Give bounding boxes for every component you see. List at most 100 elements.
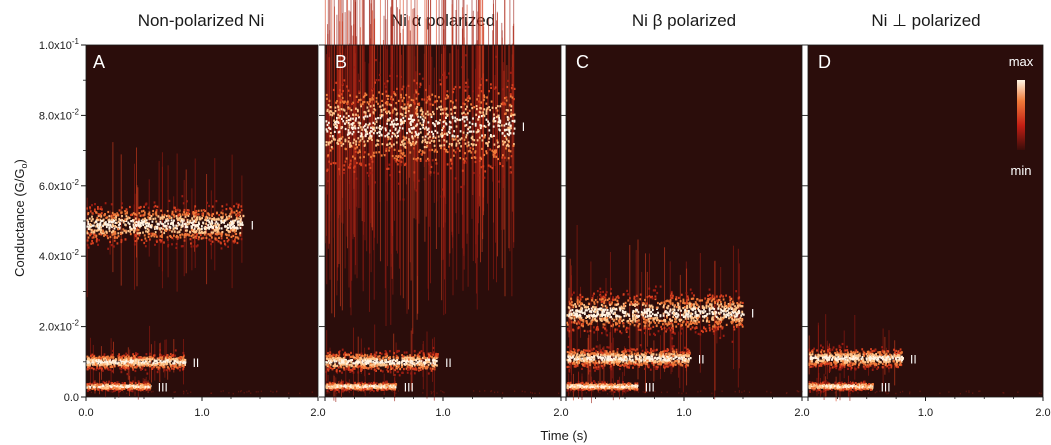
noise-speck (270, 390, 272, 392)
heat-cell (125, 359, 128, 362)
heat-cell (134, 355, 137, 358)
heat-cell (340, 141, 343, 144)
heat-cell (100, 206, 103, 209)
heat-cell (114, 232, 117, 235)
heat-cell (178, 362, 181, 365)
heat-cell (487, 124, 490, 127)
noise-speck (442, 391, 444, 393)
heat-cell (134, 384, 137, 387)
heat-cell (109, 356, 112, 359)
heat-cell (332, 137, 335, 140)
heat-cell (327, 154, 330, 157)
heat-cell (359, 386, 361, 389)
heat-cell (351, 133, 354, 136)
heat-cell (419, 122, 422, 125)
heat-cell (476, 108, 478, 111)
heat-cell (340, 384, 343, 387)
heat-cell (114, 385, 117, 388)
heat-cell (397, 356, 399, 360)
heat-cell (403, 351, 406, 354)
heat-cell (214, 229, 217, 232)
heat-cell (510, 87, 513, 90)
heat-cell (418, 358, 421, 361)
heat-cell (334, 354, 337, 357)
heat-cell (648, 320, 650, 323)
heat-cell (151, 358, 154, 361)
heat-cell (359, 103, 362, 106)
heat-cell (357, 362, 359, 365)
heat-cell (327, 352, 329, 355)
heat-cell (235, 218, 238, 221)
heat-cell (108, 220, 111, 223)
heat-cell (423, 119, 425, 122)
heat-cell (179, 369, 181, 372)
heat-cell (96, 223, 99, 226)
heat-cell (336, 388, 339, 391)
heat-cell (480, 166, 483, 169)
heat-cell (99, 231, 102, 234)
heat-cell (389, 386, 391, 389)
heat-cell (140, 221, 143, 224)
heat-cell (380, 133, 383, 136)
heat-cell (118, 218, 121, 221)
heat-cell (364, 133, 367, 136)
heat-cell (373, 368, 376, 371)
heat-cell (154, 227, 156, 230)
heat-cell (196, 233, 198, 236)
heat-cell (358, 388, 361, 391)
heat-cell (505, 144, 508, 147)
conductance-band-III: III (86, 372, 168, 400)
heat-cell (179, 236, 182, 239)
heat-cell (413, 171, 416, 174)
heat-cell (430, 115, 433, 118)
heat-cell (411, 364, 414, 368)
heat-cell (377, 367, 380, 370)
heat-cell (228, 234, 230, 237)
heat-cell (415, 189, 418, 192)
heat-cell (467, 99, 470, 103)
heat-cell (368, 122, 371, 125)
heat-cell (206, 216, 209, 219)
heat-cell (421, 356, 424, 360)
heat-cell (226, 233, 228, 236)
heat-cell (170, 365, 172, 368)
heat-cell (429, 353, 432, 356)
heat-cell (497, 92, 500, 95)
heat-cell (477, 94, 480, 97)
heat-cell (513, 127, 516, 130)
heat-cell (181, 222, 184, 225)
heat-cell (470, 130, 473, 133)
heat-cell (332, 386, 335, 389)
heat-cell (135, 233, 137, 237)
heat-cell (145, 353, 148, 356)
heat-cell (367, 347, 370, 350)
heat-cell (384, 359, 386, 362)
heat-cell (332, 88, 335, 92)
heat-cell (341, 371, 343, 374)
heat-cell (369, 130, 372, 133)
heat-cell (215, 218, 217, 221)
heat-cell (339, 364, 342, 367)
heat-cell (326, 384, 329, 387)
heat-cell (146, 364, 148, 367)
heat-cell (168, 359, 171, 362)
noise-speck (502, 392, 504, 394)
heat-cell (396, 350, 399, 353)
heat-cell (103, 233, 106, 236)
heat-cell (414, 366, 417, 370)
heat-cell (325, 370, 327, 373)
heat-cell (375, 385, 378, 388)
heat-cell (140, 219, 143, 222)
heat-cell (339, 362, 342, 365)
heat-cell (236, 241, 239, 245)
heat-cell (345, 121, 348, 124)
heat-cell (234, 228, 237, 231)
heat-cell (212, 231, 215, 234)
heat-cell (405, 93, 408, 97)
heat-cell (335, 383, 338, 387)
heat-cell (129, 361, 132, 364)
heat-cell (353, 165, 356, 168)
heat-cell (147, 225, 150, 228)
heat-cell (432, 361, 435, 364)
heat-cell (443, 132, 446, 135)
